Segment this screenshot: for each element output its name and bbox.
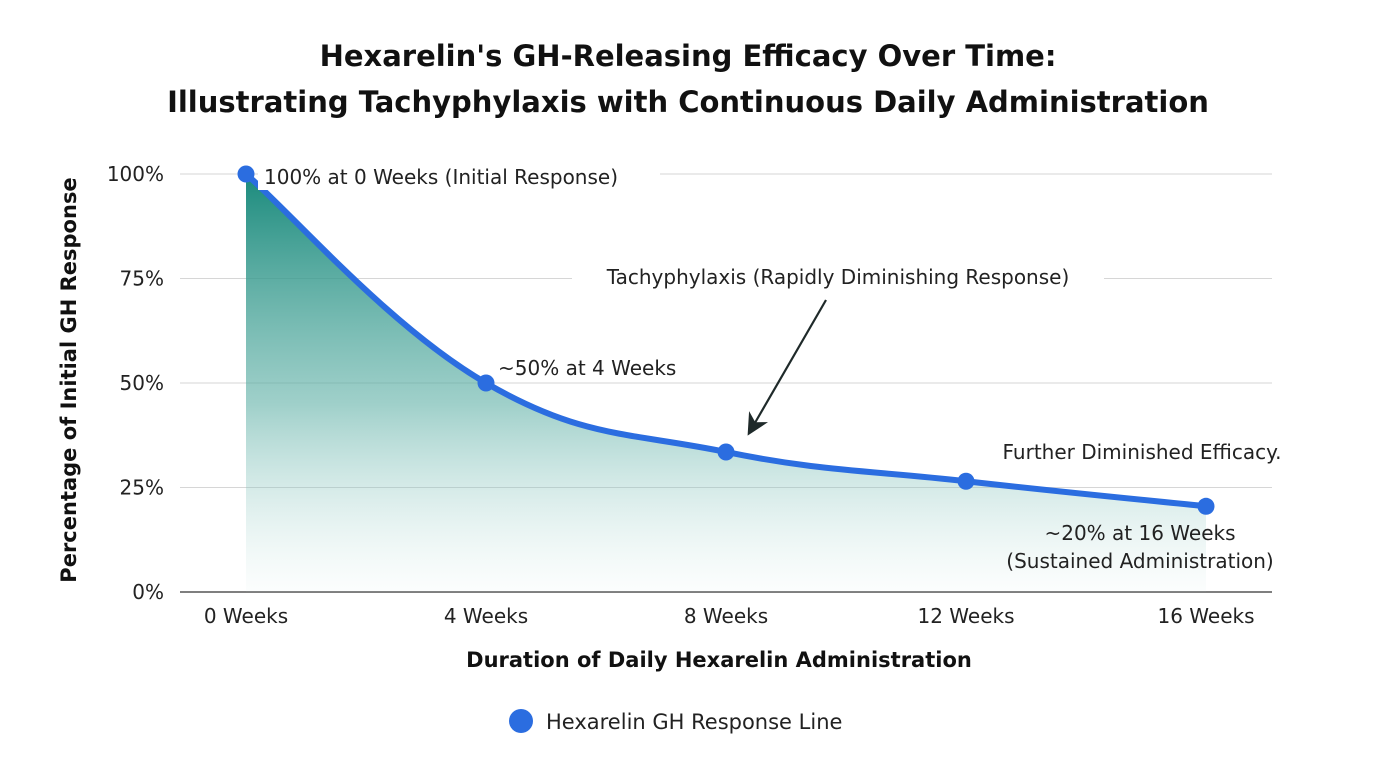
x-tick-label: 4 Weeks: [444, 604, 528, 628]
x-tick-label: 12 Weeks: [917, 604, 1014, 628]
data-point: [237, 165, 255, 183]
series-line: [243, 171, 1209, 510]
x-tick-label: 0 Weeks: [204, 604, 288, 628]
x-axis-label: Duration of Daily Hexarelin Administrati…: [466, 648, 972, 672]
annotation-further: Further Diminished Efficacy.: [1003, 440, 1282, 464]
x-tick-label: 16 Weeks: [1157, 604, 1254, 628]
legend-marker: [509, 709, 533, 733]
annotation-arrow: [747, 299, 827, 436]
y-tick-label: 0%: [132, 580, 164, 604]
annotation-tachyphylaxis: Tachyphylaxis (Rapidly Diminishing Respo…: [606, 265, 1070, 289]
y-tick-label: 50%: [120, 371, 164, 395]
annotation-week4: ~50% at 4 Weeks: [498, 356, 676, 380]
annotation-background: [572, 262, 1104, 292]
annotation-final-note: (Sustained Administration): [1006, 549, 1273, 573]
y-tick-label: 100%: [107, 162, 164, 186]
legend-label: Hexarelin GH Response Line: [546, 710, 842, 734]
y-tick-label: 25%: [120, 476, 164, 500]
data-point: [957, 472, 975, 490]
chart-title-line: Hexarelin's GH-Releasing Efficacy Over T…: [320, 39, 1057, 73]
chart-title-line: Illustrating Tachyphylaxis with Continuo…: [167, 85, 1209, 119]
y-axis-label: Percentage of Initial GH Response: [57, 177, 81, 582]
annotation-initial: 100% at 0 Weeks (Initial Response): [264, 165, 618, 189]
annotation-background: [258, 160, 660, 190]
annotation-final: ~20% at 16 Weeks: [1044, 521, 1235, 545]
y-tick-label: 75%: [120, 267, 164, 291]
x-tick-label: 8 Weeks: [684, 604, 768, 628]
data-point: [717, 443, 735, 461]
data-point: [1197, 497, 1215, 515]
data-point: [477, 374, 495, 392]
